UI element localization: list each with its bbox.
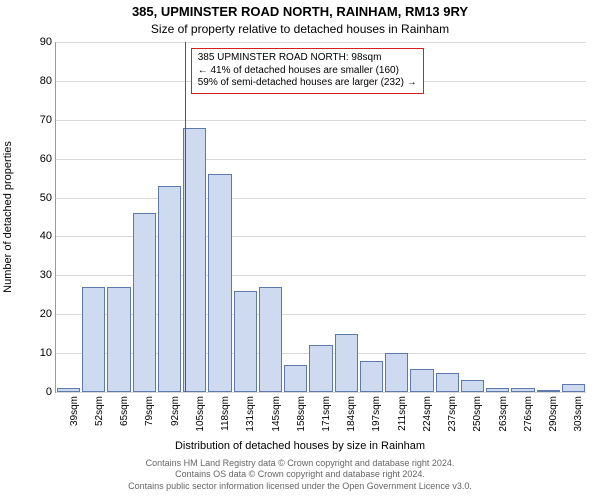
histogram-bar (183, 128, 206, 392)
x-tick-label: 263sqm (498, 396, 509, 432)
histogram-bar (57, 388, 80, 392)
annotation-line: 385 UPMINSTER ROAD NORTH: 98sqm (198, 52, 417, 65)
gridline (56, 120, 586, 121)
histogram-bar (208, 174, 231, 392)
histogram-bar (461, 380, 484, 392)
histogram-bar (537, 390, 560, 392)
gridline (56, 159, 586, 160)
histogram-bar (158, 186, 181, 392)
histogram-bar (486, 388, 509, 392)
x-tick-label: 171sqm (321, 396, 332, 432)
annotation-line: ← 41% of detached houses are smaller (16… (198, 65, 417, 78)
histogram-bar (309, 345, 332, 392)
y-tick-label: 90 (40, 36, 52, 48)
x-tick-label: 250sqm (472, 396, 483, 432)
x-tick-label: 39sqm (69, 396, 80, 426)
histogram-bar (234, 291, 257, 392)
y-tick-label: 20 (40, 308, 52, 320)
histogram-bar (511, 388, 534, 392)
y-tick-label: 30 (40, 269, 52, 281)
reference-line (185, 42, 186, 392)
histogram-bar (385, 353, 408, 392)
y-axis-label: Number of detached properties (2, 141, 14, 293)
histogram-bar (562, 384, 585, 392)
histogram-bar (284, 365, 307, 392)
histogram-bar (436, 373, 459, 392)
footer-line: Contains HM Land Registry data © Crown c… (0, 458, 600, 469)
histogram-plot: 010203040506070809039sqm52sqm65sqm79sqm9… (55, 42, 586, 393)
footer-line: Contains OS data © Crown copyright and d… (0, 469, 600, 480)
chart-title-subtitle: Size of property relative to detached ho… (0, 22, 600, 36)
y-tick-label: 70 (40, 114, 52, 126)
histogram-bar (410, 369, 433, 392)
x-tick-label: 197sqm (371, 396, 382, 432)
x-tick-label: 224sqm (422, 396, 433, 432)
x-axis-label: Distribution of detached houses by size … (175, 440, 425, 452)
histogram-bar (107, 287, 130, 392)
gridline (56, 198, 586, 199)
y-tick-label: 10 (40, 347, 52, 359)
histogram-bar (335, 334, 358, 392)
gridline (56, 392, 586, 393)
x-tick-label: 118sqm (220, 396, 231, 431)
annotation-box: 385 UPMINSTER ROAD NORTH: 98sqm← 41% of … (191, 48, 424, 94)
gridline (56, 42, 586, 43)
annotation-line: 59% of semi-detached houses are larger (… (198, 77, 417, 90)
footer-line: Contains public sector information licen… (0, 481, 600, 492)
y-tick-label: 50 (40, 192, 52, 204)
x-tick-label: 184sqm (346, 396, 357, 432)
histogram-bar (259, 287, 282, 392)
x-tick-label: 131sqm (245, 396, 256, 432)
histogram-bar (133, 213, 156, 392)
histogram-bar (360, 361, 383, 392)
x-tick-label: 65sqm (119, 396, 130, 426)
y-tick-label: 40 (40, 230, 52, 242)
x-tick-label: 303sqm (573, 396, 584, 432)
x-tick-label: 237sqm (447, 396, 458, 432)
y-tick-label: 80 (40, 75, 52, 87)
x-tick-label: 52sqm (94, 396, 105, 426)
x-tick-label: 79sqm (144, 396, 155, 426)
x-tick-label: 92sqm (170, 396, 181, 426)
attribution-footer: Contains HM Land Registry data © Crown c… (0, 458, 600, 492)
x-tick-label: 105sqm (195, 396, 206, 432)
x-tick-label: 290sqm (548, 396, 559, 432)
x-tick-label: 158sqm (296, 396, 307, 432)
histogram-bar (82, 287, 105, 392)
x-tick-label: 211sqm (397, 396, 408, 431)
chart-title-address: 385, UPMINSTER ROAD NORTH, RAINHAM, RM13… (0, 4, 600, 19)
y-tick-label: 60 (40, 153, 52, 165)
y-tick-label: 0 (46, 386, 52, 398)
x-tick-label: 276sqm (523, 396, 534, 432)
x-tick-label: 145sqm (271, 396, 282, 432)
